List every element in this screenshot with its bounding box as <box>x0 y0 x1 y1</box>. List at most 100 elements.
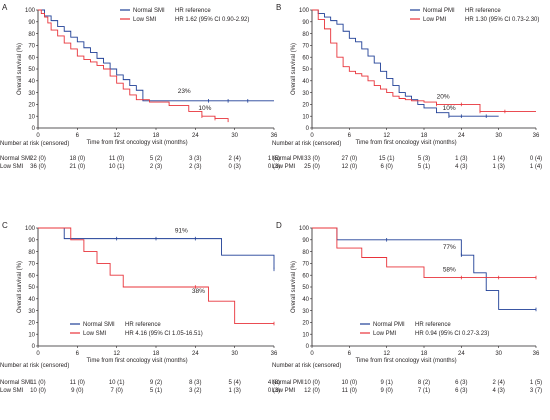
y-tick-label: 10 <box>302 114 309 120</box>
risk-cell: 8 (2) <box>418 380 430 386</box>
y-tick-label: 90 <box>28 20 35 26</box>
series-line-1 <box>38 9 274 102</box>
x-tick-label: 18 <box>421 351 428 357</box>
y-tick-label: 30 <box>28 309 35 315</box>
y-tick-label: 20 <box>28 321 35 327</box>
risk-cell: 1 (3) <box>228 388 240 394</box>
legend-stat: HR 0.94 (95% CI 0.27-3.23) <box>415 331 489 337</box>
y-tick-label: 0 <box>32 126 36 132</box>
risk-cell: 18 (0) <box>69 156 85 162</box>
x-tick-label: 36 <box>271 133 278 139</box>
y-tick-label: 40 <box>302 79 309 85</box>
risk-cell: 9 (0) <box>380 388 392 394</box>
risk-cell: 10 (1) <box>109 164 125 170</box>
risk-cell: 11 (0) <box>30 380 45 386</box>
risk-cell: 0 (4) <box>530 156 542 162</box>
risk-cell: 8 (3) <box>189 380 201 386</box>
risk-cell: 11 (0) <box>342 388 357 394</box>
series-line-1 <box>312 9 499 117</box>
legend-stat: HR reference <box>125 322 161 328</box>
risk-cell: 1 (3) <box>492 164 504 170</box>
risk-cell: 2 (4) <box>492 380 504 386</box>
risk-cell: 22 (0) <box>30 156 46 162</box>
legend-label: Normal PMI <box>373 322 405 328</box>
series-line-2 <box>312 9 536 112</box>
y-tick-label: 20 <box>302 321 309 327</box>
y-tick-label: 70 <box>28 262 35 268</box>
x-tick-label: 12 <box>383 133 390 139</box>
legend-label: Low PMI <box>423 17 447 23</box>
risk-cell: 10 (0) <box>30 388 46 394</box>
annotation-label: 20% <box>437 93 450 100</box>
risk-cell: 5 (1) <box>150 388 162 394</box>
y-tick-label: 40 <box>28 297 35 303</box>
y-tick-label: 100 <box>299 8 310 14</box>
risk-cell: 10 (0) <box>341 380 357 386</box>
risk-row-label: Low SMI <box>0 388 24 394</box>
risk-cell: 4 (8) <box>268 380 280 386</box>
y-tick-label: 60 <box>28 55 35 61</box>
x-tick-label: 18 <box>153 351 160 357</box>
y-axis-label: Overall survival (%) <box>17 43 23 95</box>
y-tick-label: 50 <box>28 285 35 291</box>
legend-stat: HR reference <box>175 8 211 14</box>
panel-label: D <box>276 221 282 230</box>
x-tick-label: 6 <box>348 351 352 357</box>
risk-cell: 10 (1) <box>109 380 125 386</box>
annotation-label: 91% <box>175 228 188 235</box>
x-tick-label: 0 <box>36 133 40 139</box>
y-axis-label: Overall survival (%) <box>291 43 297 95</box>
x-axis-label: Time from first oncology visit (months) <box>356 358 457 364</box>
x-tick-label: 36 <box>533 133 540 139</box>
x-tick-label: 30 <box>231 351 238 357</box>
y-tick-label: 50 <box>302 67 309 73</box>
y-tick-label: 70 <box>28 44 35 50</box>
y-tick-label: 50 <box>28 67 35 73</box>
x-tick-label: 12 <box>383 351 390 357</box>
y-tick-label: 60 <box>302 273 309 279</box>
risk-table-title: Number at risk (censored) <box>0 363 69 369</box>
x-tick-label: 30 <box>495 133 502 139</box>
legend-label: Low PMI <box>373 331 397 337</box>
y-tick-label: 80 <box>28 32 35 38</box>
risk-cell: 0 (3) <box>268 388 280 394</box>
risk-cell: 0 (3) <box>268 164 280 170</box>
y-tick-label: 10 <box>28 332 35 338</box>
legend-stat: HR 4.16 (95% CI 1.05-16.51) <box>125 331 203 337</box>
risk-cell: 1 (3) <box>455 156 467 162</box>
x-tick-label: 12 <box>113 351 120 357</box>
risk-cell: 12 (0) <box>304 388 320 394</box>
x-tick-label: 6 <box>76 133 80 139</box>
y-tick-label: 0 <box>32 344 36 350</box>
series-line-2 <box>312 227 536 279</box>
legend-stat: HR reference <box>415 322 451 328</box>
risk-cell: 9 (0) <box>71 388 83 394</box>
risk-cell: 2 (3) <box>150 164 162 170</box>
risk-cell: 7 (1) <box>418 388 430 394</box>
legend-label: Low SMI <box>83 331 107 337</box>
risk-cell: 0 (3) <box>228 164 240 170</box>
risk-cell: 5 (2) <box>150 156 162 162</box>
risk-cell: 12 (0) <box>341 164 357 170</box>
panel-label: A <box>2 3 8 12</box>
x-tick-label: 18 <box>421 133 428 139</box>
risk-table-title: Number at risk (censored) <box>272 363 341 369</box>
risk-cell: 7 (0) <box>110 388 122 394</box>
x-tick-label: 36 <box>271 351 278 357</box>
y-tick-label: 20 <box>302 103 309 109</box>
x-tick-label: 0 <box>310 351 314 357</box>
risk-cell: 11 (0) <box>109 156 124 162</box>
x-tick-label: 0 <box>310 133 314 139</box>
risk-cell: 5 (3) <box>418 156 430 162</box>
risk-table-title: Number at risk (censored) <box>272 141 341 147</box>
x-axis-label: Time from first oncology visit (months) <box>356 140 457 146</box>
risk-table-title: Number at risk (censored) <box>0 141 69 147</box>
x-tick-label: 24 <box>458 351 465 357</box>
y-tick-label: 10 <box>28 114 35 120</box>
x-tick-label: 24 <box>192 133 199 139</box>
risk-cell: 10 (0) <box>304 380 320 386</box>
y-tick-label: 100 <box>25 8 36 14</box>
panel-label: B <box>276 3 281 12</box>
risk-cell: 2 (4) <box>228 156 240 162</box>
y-tick-label: 90 <box>28 238 35 244</box>
